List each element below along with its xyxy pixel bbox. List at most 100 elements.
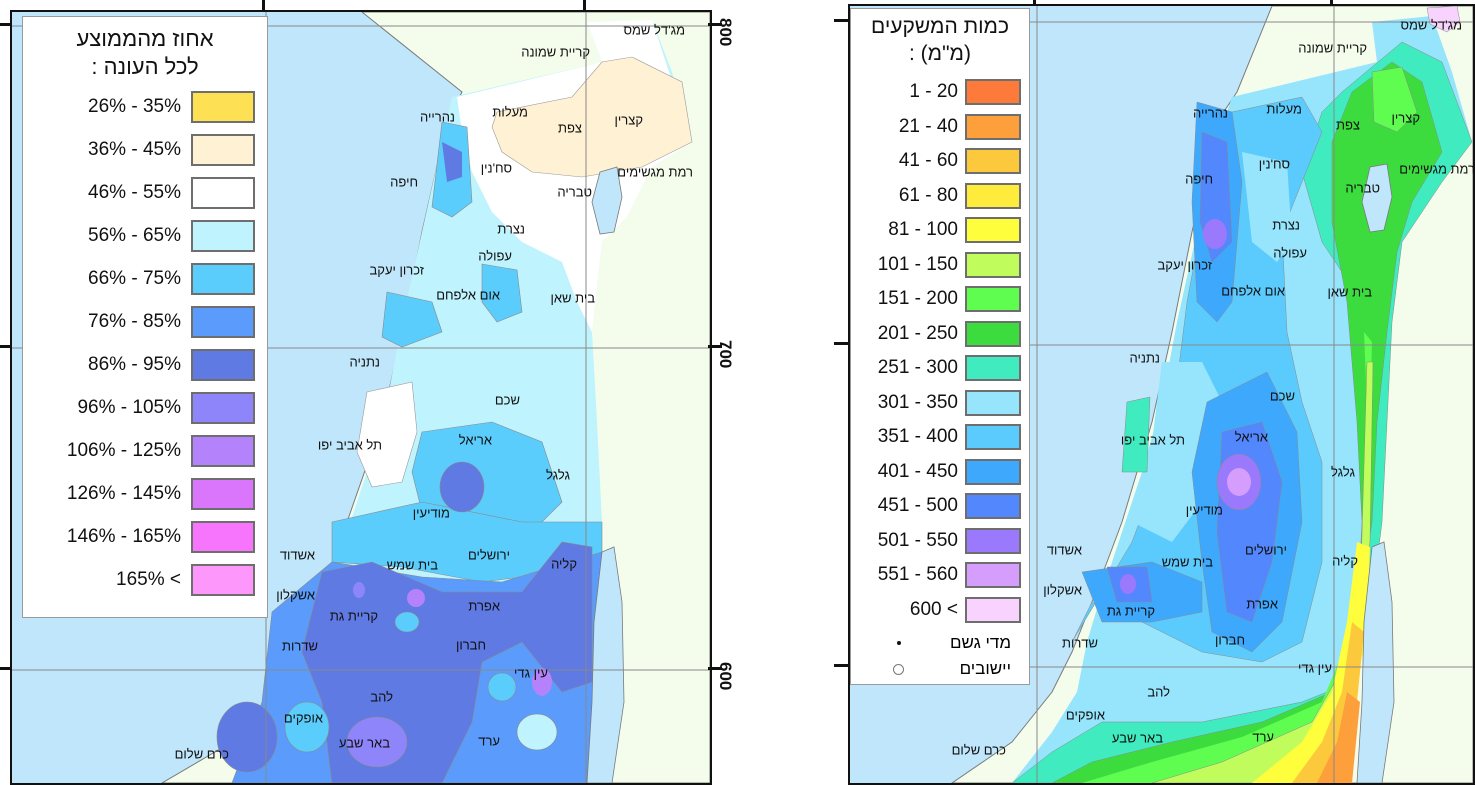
legend-swatch (965, 217, 1021, 243)
city-label: סח'נין (480, 160, 512, 176)
legend-item-label: 401 - 450 (877, 460, 958, 482)
legend-swatch (191, 564, 255, 596)
grid-tick (834, 19, 848, 22)
legend-item: 86% - 95% (88, 349, 255, 381)
legend-swatch (191, 478, 255, 510)
legend-swatch (191, 177, 255, 209)
city-label: שכם (494, 392, 520, 408)
grid-tick (708, 345, 722, 348)
legend-item: 26% - 35% (88, 91, 255, 123)
city-label: להב (1147, 684, 1170, 700)
city-label: בית שמש (386, 557, 438, 573)
city-label: שכם (1269, 388, 1295, 404)
right-map-panel: כמות המשקעים (מ"מ) : 1 - 20 21 - 40 41 - 6… (790, 0, 1475, 785)
city-label: מודיעין (412, 505, 450, 521)
grid-tick (708, 23, 722, 26)
legend-item: 501 - 550 (878, 527, 1021, 554)
city-label: מג'דל שמס (623, 22, 685, 38)
city-label: חיפה (1185, 171, 1213, 187)
city-label: סח'נין (1258, 156, 1290, 172)
legend-item: 21 - 40 (899, 113, 1021, 140)
legend-item: 66% - 75% (88, 263, 255, 295)
legend-swatch (965, 182, 1021, 209)
legend-swatch (965, 562, 1021, 588)
legend-item: 106% - 125% (67, 435, 255, 467)
city-label: כרם שלום (951, 742, 1006, 758)
legend-swatch (191, 306, 255, 338)
legend-item-label: 96% - 105% (77, 397, 181, 418)
city-label: אפרת (1246, 596, 1278, 612)
legend-rain-gauge: מדי גשם (871, 633, 1011, 653)
legend-swatch (965, 355, 1021, 381)
legend-item-label: 56% - 65% (88, 225, 181, 246)
city-label: נהרייה (420, 109, 455, 125)
legend-item: 1 - 20 (909, 79, 1021, 105)
legend-title: אחוז מהממוצע לכל העונה : (23, 25, 267, 81)
city-label: עין גדי (513, 665, 548, 681)
legend-swatch (965, 113, 1021, 140)
settlement-circle-icon (893, 663, 904, 675)
legend-item: 146% - 165% (67, 521, 255, 553)
city-label: מג'דל שמס (1400, 17, 1462, 33)
legend-item: 36% - 45% (88, 134, 255, 166)
city-label: מעלות (1266, 101, 1302, 117)
legend-item: 451 - 500 (878, 493, 1021, 519)
legend-title-line2: לכל העונה : (91, 54, 199, 79)
precipitation-legend: כמות המשקעים (מ"מ) : 1 - 20 21 - 40 41 - 6… (850, 8, 1030, 685)
grid-tick (834, 664, 848, 667)
grid-tick (262, 0, 265, 12)
grid-label-800: 800 (716, 18, 735, 47)
grid-tick (0, 345, 12, 348)
legend-item-label: 201 - 250 (877, 322, 958, 344)
legend-swatch (191, 349, 255, 381)
legend-swatch (965, 148, 1021, 174)
rain-gauge-label: מדי גשם (949, 633, 1011, 652)
city-label: קריית גת (329, 608, 378, 624)
grid-tick (708, 667, 722, 670)
grid-tick (0, 23, 12, 26)
city-label: טבריה (557, 184, 592, 200)
city-label: אופקים (283, 710, 323, 726)
city-label: חברון (1214, 632, 1245, 648)
city-label: בית שאן (550, 290, 595, 306)
city-label: ערד (1252, 729, 1274, 745)
legend-item-label: 451 - 500 (877, 495, 958, 516)
legend-swatch (191, 263, 255, 295)
city-label: קליה (1332, 553, 1358, 569)
legend-item-label: 101 - 150 (877, 253, 958, 275)
legend-swatch (191, 134, 255, 166)
city-label: גלגל (1331, 464, 1355, 480)
city-label: מודיעין (1185, 502, 1223, 518)
legend-item: 351 - 400 (878, 424, 1021, 450)
legend-swatch (965, 596, 1021, 623)
legend-item-label: 251 - 300 (877, 357, 958, 378)
legend-swatch (965, 458, 1021, 485)
legend-item: 151 - 200 (878, 286, 1021, 312)
legend-item-label: 46% - 55% (88, 182, 181, 203)
legend-title-line1: כמות המשקעים (871, 15, 1009, 38)
city-label: בית שאן (1327, 284, 1372, 300)
city-label: צפת (1336, 117, 1360, 133)
legend-item-label: 76% - 85% (88, 311, 181, 332)
city-label: טבריה (1345, 180, 1380, 196)
city-label: קצרין (1391, 110, 1420, 126)
legend-item-label: 551 - 560 (877, 564, 958, 585)
legend-item: 76% - 85% (88, 306, 255, 338)
city-label: זכרון יעקב (1157, 257, 1212, 273)
legend-swatch (965, 79, 1021, 105)
city-label: אפרת (468, 598, 500, 614)
city-label: עפולה (1273, 245, 1307, 261)
city-label: באר שבע (1111, 730, 1163, 746)
legend-settlement: יישובים (871, 659, 1011, 679)
legend-item-label: 165% < (116, 569, 181, 590)
legend-item: 126% - 145% (67, 478, 255, 510)
city-label: קריית שמונה (521, 44, 590, 60)
city-label: נצרת (1272, 217, 1300, 233)
city-label: אום אלפחם (436, 287, 500, 303)
legend-swatch (965, 389, 1021, 416)
legend-item-label: 600 < (909, 598, 958, 620)
legend-item: 41 - 60 (899, 148, 1021, 174)
legend-swatch (191, 91, 255, 123)
grid-tick (0, 667, 12, 670)
city-label: אשדוד (1046, 542, 1082, 558)
